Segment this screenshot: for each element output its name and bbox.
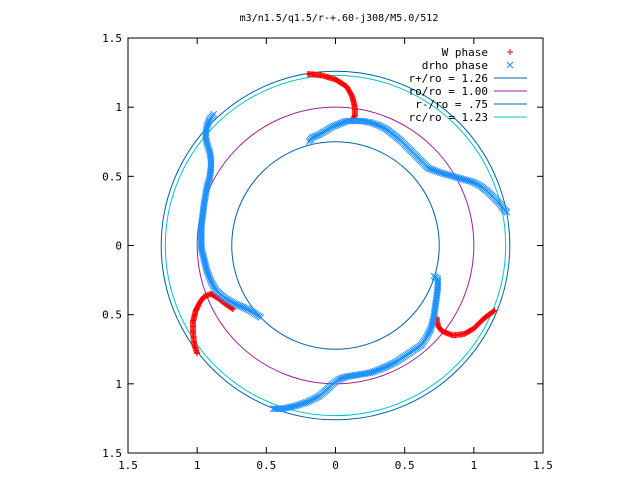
data-point — [274, 405, 282, 413]
data-point — [197, 222, 205, 230]
x-tick-label: 0.5 — [395, 459, 415, 472]
data-point — [197, 237, 205, 244]
series-1 — [197, 110, 511, 413]
y-tick-label: 0 — [115, 240, 122, 253]
legend-label: r-/ro = .75 — [415, 98, 488, 111]
legend-label: W phase — [442, 46, 488, 59]
series-1-arm-1 — [269, 272, 442, 413]
x-tick-label: 0.5 — [256, 459, 276, 472]
x-tick-label: 1.5 — [533, 459, 553, 472]
x-tick-label: 1 — [471, 459, 478, 472]
legend-label: r+/ro = 1.26 — [409, 72, 488, 85]
series-0-arm-1 — [433, 307, 498, 339]
chart-title: m3/n1.5/q1.5/r-+.60-j308/M5.0/512 — [240, 13, 439, 24]
data-point — [197, 235, 205, 243]
data-point — [197, 238, 205, 246]
data-point — [271, 405, 279, 413]
data-point — [257, 314, 265, 321]
data-point — [197, 232, 205, 239]
circle-2 — [231, 141, 440, 350]
data-point — [197, 225, 205, 233]
x-tick-label: 1 — [194, 459, 201, 472]
series-1-arm-2 — [197, 110, 265, 321]
x-tick-label: 1.5 — [118, 459, 138, 472]
legend-symbol — [507, 49, 513, 55]
data-point — [197, 229, 205, 236]
y-tick-label: 1 — [115, 101, 122, 114]
data-point — [269, 405, 277, 413]
data-point — [279, 405, 287, 413]
data-point — [277, 405, 285, 413]
data-point — [503, 208, 511, 216]
circle-0 — [160, 70, 511, 421]
y-tick-label: 1 — [115, 378, 122, 391]
data-point — [197, 230, 205, 238]
data-point — [197, 233, 205, 241]
series-1-arm-0 — [305, 117, 511, 216]
legend-symbol — [506, 61, 514, 69]
x-tick-label: 0 — [332, 459, 339, 472]
legend-label: drho phase — [422, 59, 488, 72]
y-tick-label: 0.5 — [102, 170, 122, 183]
data-point — [273, 405, 280, 413]
legend-label: rc/ro = 1.23 — [409, 111, 488, 124]
y-tick-label: 0.5 — [102, 309, 122, 322]
axis-ticks: 1.5 1 0.5 0 0.5 1 1.51.510.500.511.5 — [102, 32, 553, 472]
circle-3 — [164, 74, 507, 417]
data-point — [276, 405, 284, 413]
data-point — [197, 224, 205, 232]
data-series — [190, 70, 511, 413]
data-point — [197, 240, 205, 247]
y-tick-label: 1.5 — [102, 447, 122, 460]
y-tick-label: 1.5 — [102, 32, 122, 45]
data-point — [197, 227, 205, 235]
legend-label: ro/ro = 1.00 — [409, 85, 488, 98]
series-0-arm-2 — [190, 290, 237, 357]
